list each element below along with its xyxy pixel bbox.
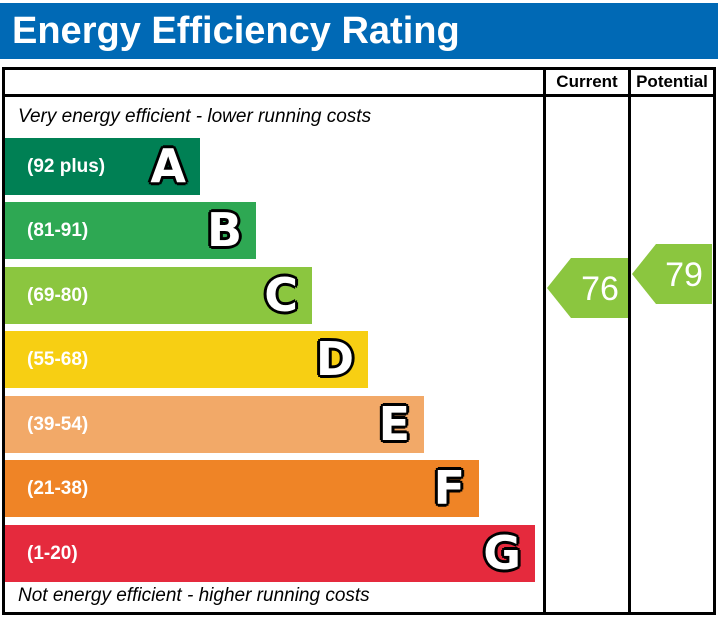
header-spacer <box>5 70 543 97</box>
band-range-label: (21-38) <box>27 477 89 499</box>
band-range-label: (55-68) <box>27 348 89 370</box>
header-potential: Potential <box>628 70 713 97</box>
band-row-f: (21-38) F <box>5 460 479 517</box>
band-range-label: (81-91) <box>27 219 89 241</box>
band-range-label: (1-20) <box>27 542 78 564</box>
potential-rating-value: 79 <box>665 256 703 294</box>
band-range-label: (69-80) <box>27 284 89 306</box>
band-row-b: (81-91) B <box>5 202 256 259</box>
page-title: Energy Efficiency Rating <box>12 10 460 52</box>
band-letter: G <box>483 526 521 580</box>
band-letter: A <box>150 139 186 193</box>
band-letter: F <box>433 461 465 515</box>
band-row-e: (39-54) E <box>5 396 424 453</box>
left-arrow-shape <box>547 258 628 318</box>
band-row-a: (92 plus) A <box>5 138 200 195</box>
band-letter: B <box>206 203 242 257</box>
header-current: Current <box>543 70 628 97</box>
title-bar: Energy Efficiency Rating <box>0 3 718 59</box>
left-arrow-shape <box>632 244 712 304</box>
band-range-label: (92 plus) <box>27 155 106 177</box>
band-letter: C <box>264 268 298 322</box>
band-letter: E <box>378 397 410 451</box>
potential-rating-arrow: 79 <box>632 244 712 304</box>
caption-very-efficient: Very energy efficient - lower running co… <box>18 106 372 127</box>
current-rating-arrow: 76 <box>547 258 628 318</box>
band-row-g: (1-20) G <box>5 525 535 582</box>
potential-column: 79 <box>628 97 713 612</box>
band-row-d: (55-68) D <box>5 331 368 388</box>
current-column: 76 <box>543 97 628 612</box>
energy-rating-table: Current Potential Very energy efficient … <box>2 67 716 615</box>
bands-column: Very energy efficient - lower running co… <box>5 97 543 612</box>
caption-not-efficient: Not energy efficient - higher running co… <box>18 585 370 606</box>
band-row-c: (69-80) C <box>5 267 312 324</box>
current-rating-value: 76 <box>581 270 619 308</box>
band-range-label: (39-54) <box>27 413 89 435</box>
band-letter: D <box>315 332 354 386</box>
